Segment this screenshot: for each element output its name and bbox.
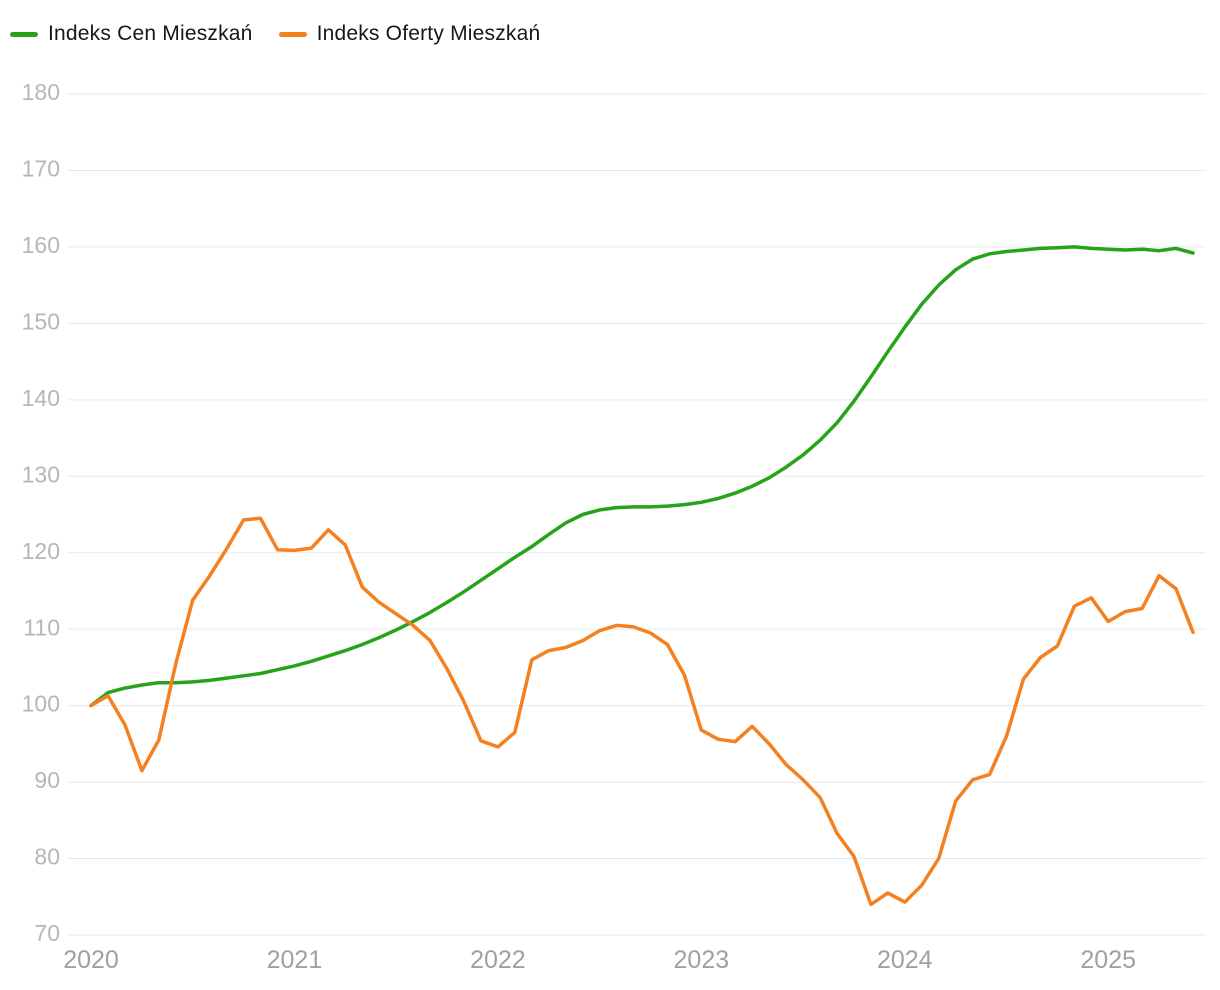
- x-tick-label-2024: 2024: [877, 946, 933, 974]
- y-tick-label-100: 100: [22, 691, 60, 717]
- legend-swatch-green-line-icon: [10, 31, 38, 37]
- series-line-1: [89, 516, 1195, 907]
- x-tick-label-2020: 2020: [63, 946, 119, 974]
- series-line-0: [89, 245, 1195, 708]
- y-tick-label-160: 160: [22, 232, 60, 258]
- y-tick-label-180: 180: [22, 79, 60, 105]
- legend-label-indeks-oferty: Indeks Oferty Mieszkań: [316, 22, 541, 45]
- chart-legend: Indeks Cen Mieszkań Indeks Oferty Mieszk…: [10, 22, 540, 46]
- y-tick-label-170: 170: [22, 156, 60, 182]
- legend-label-indeks-cen: Indeks Cen Mieszkań: [48, 22, 253, 45]
- x-tick-label-2021: 2021: [267, 946, 323, 974]
- x-tick-label-2025: 2025: [1080, 946, 1136, 974]
- y-tick-label-70: 70: [34, 920, 60, 946]
- y-tick-label-110: 110: [23, 614, 60, 640]
- legend-item-indeks-oferty[interactable]: Indeks Oferty Mieszkań: [278, 22, 541, 46]
- y-tick-label-140: 140: [22, 385, 60, 411]
- y-tick-label-80: 80: [34, 844, 60, 870]
- y-tick-label-130: 130: [22, 461, 60, 487]
- legend-item-indeks-cen[interactable]: Indeks Cen Mieszkań: [10, 22, 253, 46]
- y-tick-label-150: 150: [22, 308, 60, 334]
- x-tick-label-2023: 2023: [674, 946, 730, 974]
- y-tick-label-120: 120: [22, 538, 60, 564]
- legend-swatch-orange-line-icon: [278, 31, 307, 37]
- x-tick-label-2022: 2022: [470, 946, 526, 974]
- y-tick-label-90: 90: [34, 767, 60, 793]
